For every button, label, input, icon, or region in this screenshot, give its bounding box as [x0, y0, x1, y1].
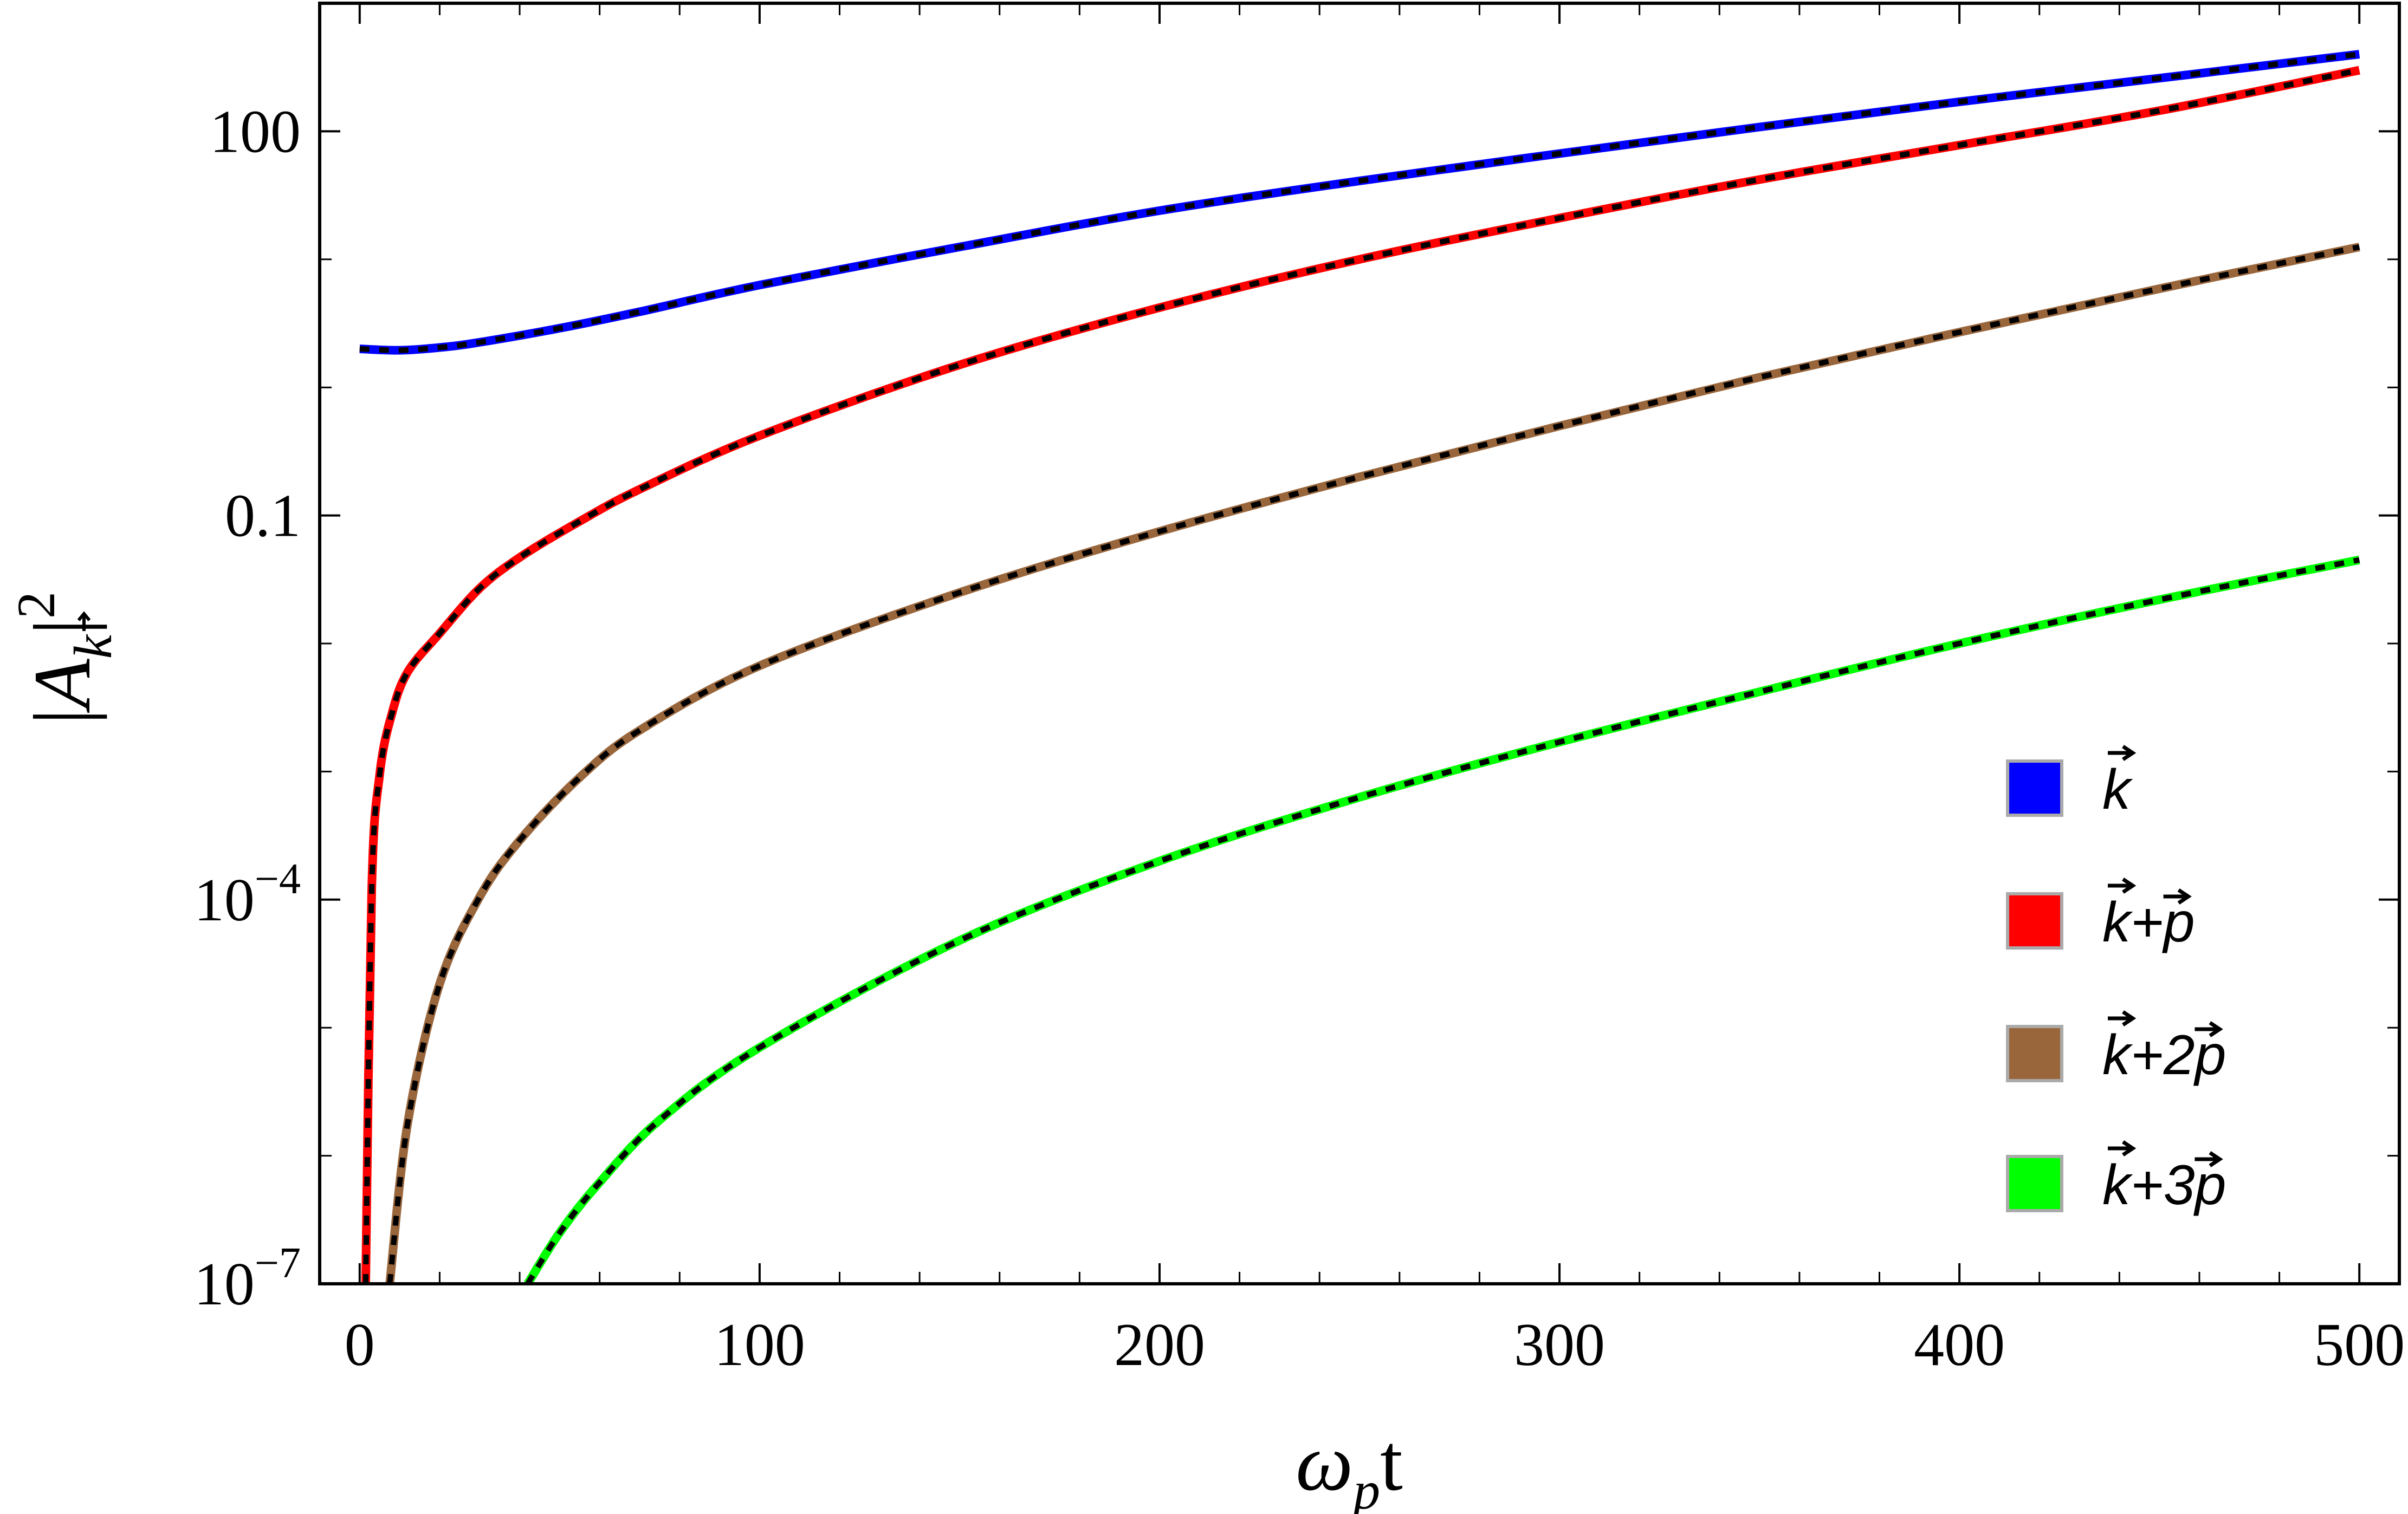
y-tick-label: 0.1: [225, 483, 301, 550]
y-axis-title-A: A: [17, 658, 107, 713]
series-line-2: [361, 66, 2360, 1284]
x-axis-title-t: t: [1380, 1418, 1403, 1507]
legend-vector-arrow: [2108, 745, 2137, 761]
legend-vector-arrow: [2163, 888, 2192, 905]
y-tick-label: 100: [210, 98, 301, 165]
svg-text:|Ak|2: |Ak|2: [6, 592, 123, 725]
series-overlay-dashed-4: [525, 557, 2360, 1284]
legend-vector-arrow: [2195, 1151, 2223, 1167]
x-axis-title: ωpt: [1296, 1418, 1403, 1514]
series-overlay-dashed-1: [359, 51, 2360, 353]
series-overlay-dashed-2: [363, 67, 2360, 1284]
legend-swatch-2: [2006, 892, 2063, 950]
legend-vector-arrow: [2108, 1140, 2137, 1156]
legend: kk+pk+2pk+3p: [2006, 745, 2226, 1217]
y-axis-title-bar-open: |: [17, 709, 107, 725]
legend-swatch-1: [2006, 759, 2063, 817]
y-axis-title-sub: k: [63, 634, 123, 659]
legend-label-4: k+3p: [2102, 1154, 2226, 1217]
x-tick-label: 0: [345, 1311, 375, 1379]
legend-swatch-3: [2006, 1025, 2063, 1082]
plot-frame: [318, 2, 2401, 1285]
y-axis-title: |Ak|2: [6, 592, 123, 725]
legend-vector-arrow: [2195, 1021, 2223, 1037]
series-overlay-dashed-3: [387, 244, 2360, 1284]
legend-label-3: k+2p: [2102, 1024, 2226, 1087]
series-line-4: [524, 555, 2360, 1284]
x-tick-label: 200: [1114, 1311, 1205, 1379]
y-tick-label: 10−7: [194, 1239, 301, 1318]
y-axis-title-exp: 2: [6, 592, 66, 619]
x-tick-label: 100: [714, 1311, 805, 1379]
y-axis-title-vector-arrow: [77, 611, 91, 631]
x-tick-label: 300: [1514, 1311, 1605, 1379]
legend-label-1: k: [2102, 758, 2133, 821]
x-axis-title-sub: p: [1350, 1460, 1380, 1514]
legend-vector-arrow: [2108, 878, 2137, 894]
series-line-1: [359, 50, 2360, 355]
legend-vector-arrow: [2108, 1010, 2137, 1026]
series-line-3: [385, 243, 2360, 1284]
x-tick-label: 500: [2314, 1311, 2405, 1379]
y-tick-label: 10−4: [194, 855, 301, 934]
x-tick-label: 400: [1914, 1311, 2005, 1379]
legend-swatch-4: [2006, 1155, 2063, 1212]
x-axis-title-omega: ω: [1296, 1418, 1353, 1507]
y-axis-title-bar-close: |: [17, 619, 107, 635]
